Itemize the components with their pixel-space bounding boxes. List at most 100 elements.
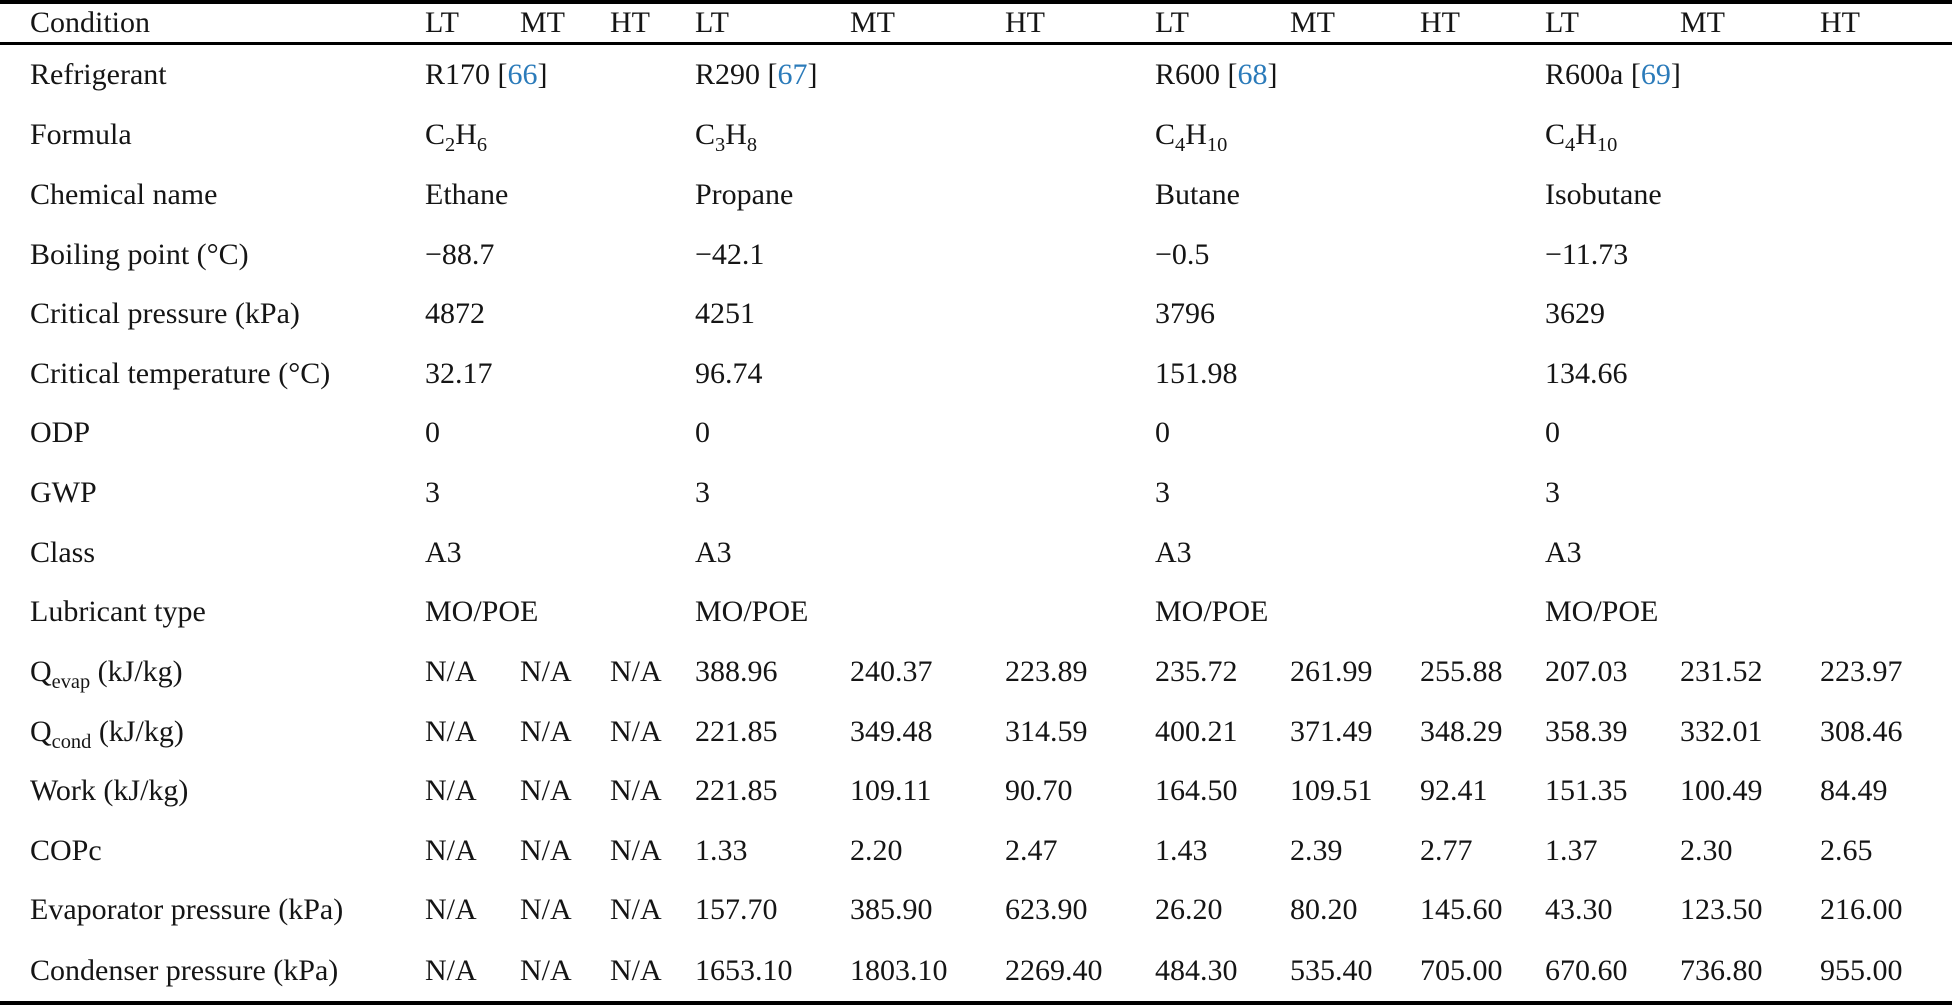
cell: A3 [1545, 535, 1582, 569]
row-qevap-kj-kg: Qevap (kJ/kg) N/A N/A N/A 388.96 240.37 223.89… [0, 642, 1952, 702]
cell: MO/POE [425, 595, 539, 629]
cell: R290 [67] [695, 58, 818, 92]
cell: N/A [425, 953, 477, 987]
cell: 92.41 [1420, 774, 1488, 808]
cell: 484.30 [1155, 953, 1238, 987]
cell: 3 [695, 476, 710, 510]
cell: 0 [695, 416, 710, 450]
row-chemical-name: Chemical name Ethane Propane Butane Isobutan… [0, 165, 1952, 225]
row-label: Lubricant type [30, 595, 206, 629]
header-lt-group-3: LT [1155, 6, 1189, 39]
cell: N/A [610, 714, 662, 748]
cell: 332.01 [1680, 714, 1763, 748]
cell: 240.37 [850, 654, 933, 688]
header-lt-group-1: LT [425, 6, 459, 39]
subscript: 3 [715, 134, 726, 157]
header-mt-group-3: MT [1290, 6, 1335, 39]
cell: Butane [1155, 177, 1240, 211]
row-lubricant-type: Lubricant type MO/POE MO/POE MO/POE MO/POE [0, 582, 1952, 642]
cell: 221.85 [695, 714, 778, 748]
cell: 80.20 [1290, 893, 1358, 927]
cell: 123.50 [1680, 893, 1763, 927]
row-label: GWP [30, 476, 97, 510]
row-label: Boiling point (°C) [30, 237, 249, 271]
cell: 157.70 [695, 893, 778, 927]
cell: N/A [425, 774, 477, 808]
cell: N/A [520, 714, 572, 748]
row-class: Class A3 A3 A3 A3 [0, 523, 1952, 583]
cell: 134.66 [1545, 356, 1628, 390]
cell: N/A [610, 774, 662, 808]
cell: 314.59 [1005, 714, 1088, 748]
cell: 388.96 [695, 654, 778, 688]
cell: 223.97 [1820, 654, 1903, 688]
cell: N/A [610, 833, 662, 867]
cell: −11.73 [1545, 237, 1629, 271]
row-label: ODP [30, 416, 91, 450]
cell: 2.47 [1005, 833, 1058, 867]
cell: 109.51 [1290, 774, 1373, 808]
cell: 385.90 [850, 893, 933, 927]
cell: 151.98 [1155, 356, 1238, 390]
cell: 231.52 [1680, 654, 1763, 688]
cell: 0 [1155, 416, 1170, 450]
cell: N/A [425, 654, 477, 688]
cell: 2.65 [1820, 833, 1873, 867]
cell: −42.1 [695, 237, 765, 271]
row-boiling-point-c: Boiling point (°C) −88.7 −42.1 −0.5 −11.73 [0, 225, 1952, 285]
cell: 1.37 [1545, 833, 1598, 867]
subscript: 6 [476, 134, 488, 157]
cell: 90.70 [1005, 774, 1073, 808]
cell: 348.29 [1420, 714, 1503, 748]
row-copc: COPc N/A N/A N/A 1.33 2.20 2.47 1.43 2.39 2.77 1.3… [0, 821, 1952, 881]
cell: A3 [695, 535, 732, 569]
row-qcond-kj-kg: Qcond (kJ/kg) N/A N/A N/A 221.85 349.48 314.59… [0, 702, 1952, 762]
cell: 3629 [1545, 297, 1605, 331]
cell: MO/POE [1545, 595, 1659, 629]
citation-link[interactable]: 66 [507, 58, 538, 92]
cell: 235.72 [1155, 654, 1238, 688]
cell: N/A [520, 774, 572, 808]
row-formula: Formula C2H6 C3H8 C4H10 C4H10 [0, 105, 1952, 165]
row-label: Critical temperature (°C) [30, 356, 331, 390]
cell: N/A [425, 714, 477, 748]
subscript: cond [51, 730, 92, 753]
cell: N/A [520, 953, 572, 987]
subscript: 4 [1565, 134, 1576, 157]
cell: 2.20 [850, 833, 903, 867]
cell: C4H10 [1545, 118, 1618, 157]
cell: 109.11 [850, 774, 932, 808]
cell: 207.03 [1545, 654, 1628, 688]
header-lt-group-2: LT [695, 6, 729, 39]
cell: N/A [425, 893, 477, 927]
citation-link[interactable]: 68 [1237, 58, 1268, 92]
row-label: Evaporator pressure (kPa) [30, 893, 344, 927]
cell: 43.30 [1545, 893, 1613, 927]
cell: N/A [610, 654, 662, 688]
row-label: Refrigerant [30, 58, 167, 92]
cell: 371.49 [1290, 714, 1373, 748]
cell: Propane [695, 177, 794, 211]
cell: 1653.10 [695, 953, 793, 987]
row-critical-pressure-kpa: Critical pressure (kPa) 4872 4251 3796 3629 [0, 284, 1952, 344]
citation-link[interactable]: 69 [1640, 58, 1671, 92]
cell: −0.5 [1155, 237, 1210, 271]
citation-link[interactable]: 67 [777, 58, 808, 92]
cell: 3796 [1155, 297, 1215, 331]
cell: 2.39 [1290, 833, 1343, 867]
subscript: 4 [1175, 134, 1186, 157]
cell: 96.74 [695, 356, 763, 390]
cell: 223.89 [1005, 654, 1088, 688]
cell: N/A [425, 833, 477, 867]
cell: A3 [425, 535, 462, 569]
cell: R600a [69] [1545, 58, 1681, 92]
cell: 3 [1545, 476, 1560, 510]
row-critical-temperature-c: Critical temperature (°C) 32.17 96.74 151.9… [0, 344, 1952, 404]
cell: N/A [610, 953, 662, 987]
row-label: Class [30, 535, 96, 569]
cell: 164.50 [1155, 774, 1238, 808]
header-ht-group-4: HT [1820, 6, 1860, 39]
header-ht-group-1: HT [610, 6, 650, 39]
cell: 255.88 [1420, 654, 1503, 688]
